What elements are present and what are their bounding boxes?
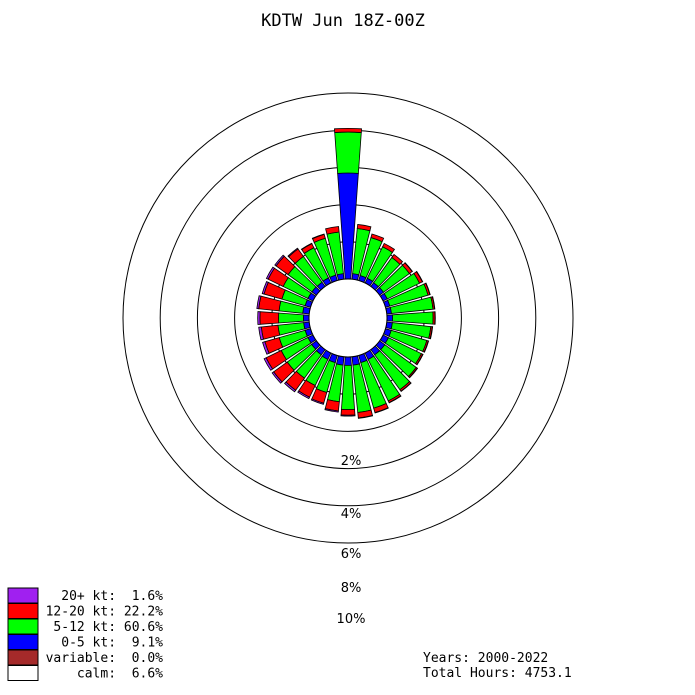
ring-label-2pct: 2% [341,454,362,469]
bar-270deg-20-kt [257,311,261,325]
bar-270deg-0-5-kt [303,314,310,322]
bar-310deg-20-kt [274,254,285,267]
bar-240deg-20-kt [263,357,274,371]
legend-label-2: 5-12 kt: 60.6% [53,620,163,635]
calm-circle [308,278,388,358]
bar-350deg-12-20-kt [325,226,340,235]
bar-300deg-20-kt [265,266,275,280]
bar-220deg-20-kt [284,381,297,393]
bar-180deg-20-kt [340,414,356,417]
legend-label-0: 20+ kt: 1.6% [61,589,163,604]
legend-label-1: 12-20 kt: 22.2% [46,605,164,620]
bar-0deg-12-20-kt [334,127,362,133]
legend-label-4: variable: 0.0% [46,651,164,666]
bar-0deg-5-12-kt [334,131,362,174]
ring-label-8pct: 8% [341,581,362,596]
bar-170deg-20-kt [357,415,374,419]
legend-swatch-4 [7,649,39,666]
bar-210deg-20-kt [297,390,311,400]
direction-bars [256,127,436,419]
bar-110deg-20-kt [423,340,430,353]
bar-60deg-20-kt [415,270,424,283]
bar-130deg-20-kt [408,367,419,379]
bar-50deg-20-kt [404,262,414,273]
ring-label-10pct: 10% [337,612,366,627]
bar-260deg-12-20-kt [260,324,281,340]
bar-170deg-0-5-kt [351,355,361,366]
bar-320deg-20-kt [287,247,299,258]
legend-swatch-5 [7,665,39,681]
legend-label-5: calm: 6.6% [77,667,163,682]
ring-10pct [122,92,574,544]
bar-160deg-20-kt [374,407,389,414]
bar-340deg-20-kt [311,233,325,240]
ring-label-6pct: 6% [341,547,362,562]
bar-70deg-20-kt [425,282,431,296]
bar-40deg-12-20-kt [391,253,404,265]
bar-90deg-20-kt [434,311,436,325]
bar-80deg-20-kt [431,296,436,310]
bar-260deg-20-kt [258,326,264,341]
ring-label-4pct: 4% [341,507,362,522]
footer-total-hours: Total Hours: 4753.1 [423,666,572,681]
bar-190deg-20-kt [324,408,339,413]
bar-330deg-20-kt [300,242,313,251]
legend: 20+ kt: 1.6%12-20 kt: 22.2%5-12 kt: 60.6… [7,587,164,682]
bar-90deg-0-5-kt [386,314,393,322]
bar-150deg-20-kt [388,395,402,404]
bar-200deg-20-kt [310,398,325,405]
legend-swatch-3 [7,634,39,650]
bar-270deg-12-20-kt [259,311,280,325]
bar-190deg-0-5-kt [335,355,345,366]
bar-90deg-5-12-kt [392,311,434,325]
bar-20deg-12-20-kt [370,233,385,243]
bar-270deg-5-12-kt [278,312,304,324]
legend-label-3: 0-5 kt: 9.1% [61,636,163,651]
chart-title: KDTW Jun 18Z-00Z [261,11,425,31]
bar-10deg-12-20-kt [356,224,372,232]
footer-years: Years: 2000-2022 [423,651,548,666]
legend-swatch-1 [7,603,39,619]
legend-swatch-0 [7,587,39,604]
bar-230deg-20-kt [271,371,283,384]
bar-180deg-0-5-kt [344,356,352,366]
bar-280deg-12-20-kt [258,295,282,312]
bar-250deg-20-kt [262,341,270,355]
bar-140deg-20-kt [400,382,412,393]
bar-100deg-20-kt [429,326,434,340]
bar-290deg-20-kt [261,281,269,295]
bar-120deg-20-kt [416,353,424,366]
bar-280deg-20-kt [256,295,262,310]
legend-swatch-2 [7,618,39,635]
bar-30deg-12-20-kt [382,242,396,253]
radial-tick-labels: 2% 4% 6% 8% 10% [337,454,366,627]
bar-180deg-5-12-kt [341,364,355,411]
bar-180deg-12-20-kt [340,408,356,416]
